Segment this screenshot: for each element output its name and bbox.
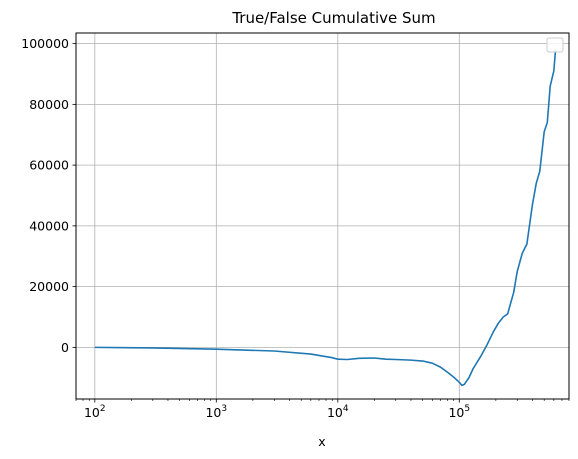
x-tick-label: 102 (84, 404, 106, 420)
x-tick-label: 105 (448, 404, 470, 420)
x-axis-ticks: 102 103 104 105 (75, 399, 570, 420)
y-tick-label: 80000 (29, 97, 69, 112)
y-tick-label: 40000 (29, 218, 69, 233)
y-tick-label: 100000 (21, 36, 69, 51)
plot-frame (75, 32, 570, 400)
legend-box (546, 37, 564, 53)
y-tick-label: 20000 (29, 279, 69, 294)
x-tick-label: 103 (205, 404, 227, 420)
series-line (94, 49, 557, 387)
grid (76, 33, 569, 399)
y-tick-label: 0 (61, 340, 69, 355)
plot-area (94, 49, 557, 387)
y-tick-label: 60000 (29, 158, 69, 173)
chart-title: True/False Cumulative Sum (231, 9, 435, 27)
x-tick-label: 104 (327, 404, 349, 420)
y-axis-ticks: 0 20000 40000 60000 80000 100000 (21, 36, 76, 355)
x-axis-label: x (318, 434, 325, 449)
